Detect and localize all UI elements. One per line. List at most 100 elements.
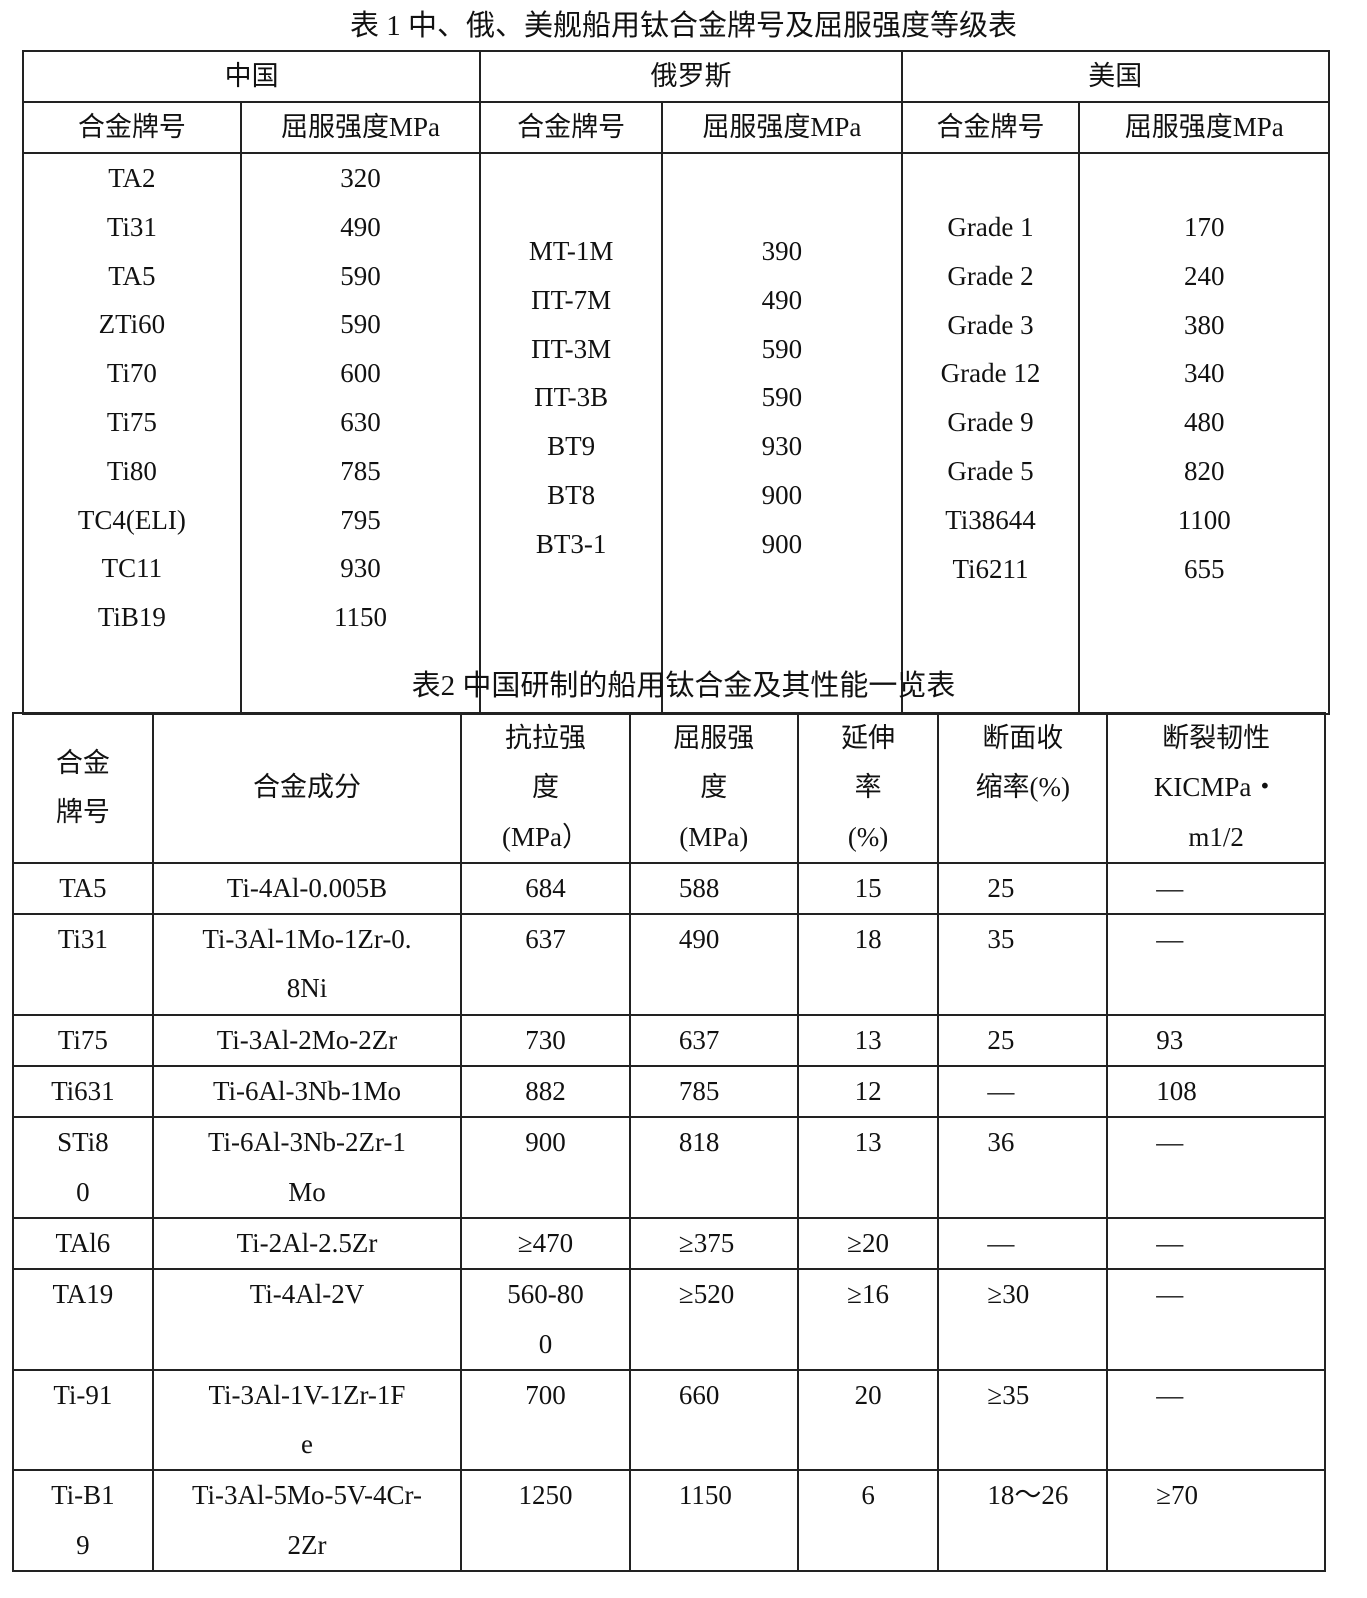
table-cell: Ti-2Al-2.5Zr — [151, 1216, 463, 1271]
table-cell: TiB19 — [97, 602, 166, 633]
table-cell: 882 — [460, 1065, 631, 1119]
table-cell: 630 — [340, 406, 381, 437]
table-cell: 930 — [340, 553, 381, 584]
column-header: 延伸 率 (%) — [796, 712, 940, 864]
table2-alloy-properties: 合金 牌号 合金成分 抗拉强 度 (MPa） 屈服强 度 (MPa) 延伸 率 (%) 断… — [12, 712, 1326, 1573]
column-header: 断面收 缩率(%) — [937, 712, 1109, 864]
table-cell: 900 — [460, 1116, 631, 1219]
table-cell: TA19 — [12, 1268, 154, 1371]
table-cell: STi8 0 — [12, 1116, 154, 1219]
table-cell: TC4(ELI) — [77, 504, 186, 535]
table-cell: 590 — [761, 333, 803, 364]
table-cell: 795 — [340, 504, 381, 535]
table-cell: 820 — [1183, 455, 1225, 486]
table-cell: Ti-4Al-0.005B — [151, 861, 463, 916]
table-cell: — — [1106, 1116, 1326, 1219]
table-cell: 340 — [1183, 358, 1225, 389]
table-cell: Ti-B1 9 — [12, 1469, 154, 1573]
column-header: 屈服强 度 (MPa) — [628, 712, 799, 864]
table-row: Ti631 Ti-6Al-3Nb-1Mo 882 785 12—108 — [12, 1065, 1326, 1119]
table-cell: ≥35 — [937, 1368, 1109, 1472]
table-cell: Grade 2 — [947, 260, 1034, 291]
table2-title: 表2 中国研制的船用钛合金及其性能一览表 — [411, 670, 956, 702]
table-cell: 1150 — [334, 602, 388, 633]
table-cell: — — [1106, 1368, 1326, 1472]
table-row: Ti-91 Ti-3Al-1V-1Zr-1F e 700 660 20 ≥35— — [12, 1368, 1326, 1472]
table-cell: TAl6 — [12, 1216, 154, 1271]
table-cell: Grade 1 — [947, 212, 1034, 242]
table-cell: Grade 12 — [940, 358, 1041, 389]
table-cell: Ti-3Al-1Mo-1Zr-0. 8Ni — [151, 913, 463, 1016]
table-row: Ti-B1 9 Ti-3Al-5Mo-5V-4Cr- 2Zr 1250 1150 6 18… — [12, 1469, 1326, 1573]
table-cell: 25 — [937, 861, 1109, 916]
table-cell: — — [937, 1065, 1109, 1119]
table-cell: TA2 — [108, 163, 156, 193]
table-cell: Ti631 — [12, 1065, 154, 1119]
table-cell: 730 — [460, 1013, 631, 1068]
table-cell: ≥470 — [460, 1216, 631, 1271]
table-cell: 13 — [796, 1013, 940, 1068]
table-cell: Grade 5 — [947, 455, 1034, 486]
table-cell: 660 — [628, 1368, 799, 1472]
table-cell: 1250 — [460, 1469, 631, 1573]
table-cell: TA5 — [108, 260, 156, 291]
table-cell: BT8 — [547, 479, 596, 510]
table-cell: Ti80 — [106, 455, 157, 486]
country-header-usa: 美国 — [900, 50, 1331, 103]
table-cell: MT-1M — [528, 236, 614, 266]
table-cell: ΠT-7M — [531, 284, 612, 315]
table-cell: ΠT-3M — [531, 333, 612, 364]
table-cell: Ti-3Al-1V-1Zr-1F e — [151, 1368, 463, 1472]
china-yield: 320 490 590 590 600 630 785 795 930 1150 — [239, 152, 482, 715]
column-header: 合金牌号 — [479, 101, 664, 154]
table-cell: Ti-91 — [12, 1368, 154, 1472]
table-cell: — — [1106, 913, 1326, 1016]
table-cell: Ti75 — [106, 406, 157, 437]
table-cell: Grade 3 — [947, 309, 1034, 340]
column-header: 合金牌号 — [22, 101, 242, 154]
column-header: 屈服强度MPa — [239, 101, 482, 154]
table-cell: ΠT-3B — [534, 382, 609, 413]
table-row: TAl6 Ti-2Al-2.5Zr ≥470 ≥375 ≥20— — — [12, 1216, 1326, 1271]
column-header: 合金成分 — [151, 712, 463, 864]
table-cell: 390 — [761, 236, 803, 266]
table-cell: 560-80 0 — [460, 1268, 631, 1371]
table-cell: BT9 — [547, 431, 596, 462]
table-cell: ≥70 — [1106, 1469, 1326, 1573]
table-cell: Ti-4Al-2V — [151, 1268, 463, 1371]
country-header-russia: 俄罗斯 — [479, 50, 903, 103]
country-header-china: 中国 — [21, 50, 482, 103]
table-cell: — — [1106, 1216, 1326, 1271]
table-cell: 590 — [761, 382, 803, 413]
table-cell: 13 — [796, 1116, 940, 1219]
table-row: TA5 Ti-4Al-0.005B 684 588 15 25— — [12, 861, 1326, 916]
china-grades: TA2 Ti31 TA5 ZTi60 Ti70 Ti75 Ti80 TC4(ELI) TC11 T… — [22, 152, 242, 715]
table-cell: Ti38644 — [945, 504, 1036, 535]
table-cell: 785 — [340, 455, 381, 486]
table-cell: TC11 — [101, 553, 163, 584]
table-cell: 380 — [1183, 309, 1225, 340]
table-cell: 18 — [796, 913, 940, 1016]
russia-yield: 390 490 590 590 930 900 900 — [661, 152, 903, 715]
table-cell: 637 — [460, 913, 631, 1016]
table-cell: Ti-3Al-2Mo-2Zr — [151, 1013, 463, 1068]
table-cell: Ti70 — [106, 358, 157, 389]
table-cell: 490 — [340, 211, 381, 242]
table-cell: BT3-1 — [535, 528, 607, 559]
table-cell: ≥375 — [628, 1216, 799, 1271]
table-cell: 15 — [796, 861, 940, 916]
table-cell: 35 — [937, 913, 1109, 1016]
table-cell: ≥16 — [796, 1268, 940, 1371]
table-cell: 588 — [628, 861, 799, 916]
table-cell: 655 — [1183, 553, 1225, 584]
table-cell: 818 — [628, 1116, 799, 1219]
column-header: 屈服强度MPa — [661, 101, 903, 154]
table-cell: 170 — [1183, 212, 1225, 242]
table-cell: 684 — [460, 861, 631, 916]
table-cell: 320 — [340, 163, 381, 193]
table-cell: 18～26 — [937, 1469, 1109, 1573]
table-cell: ZTi60 — [98, 309, 166, 340]
table-cell: 240 — [1183, 260, 1225, 291]
table1-yield-strength: 中国 俄罗斯 美国 合金牌号 屈服强度MPa 合金牌号 屈服强度MPa 合金牌号… — [21, 50, 1331, 715]
column-header: 断裂韧性 KICMPa・ m1/2 — [1106, 712, 1326, 864]
